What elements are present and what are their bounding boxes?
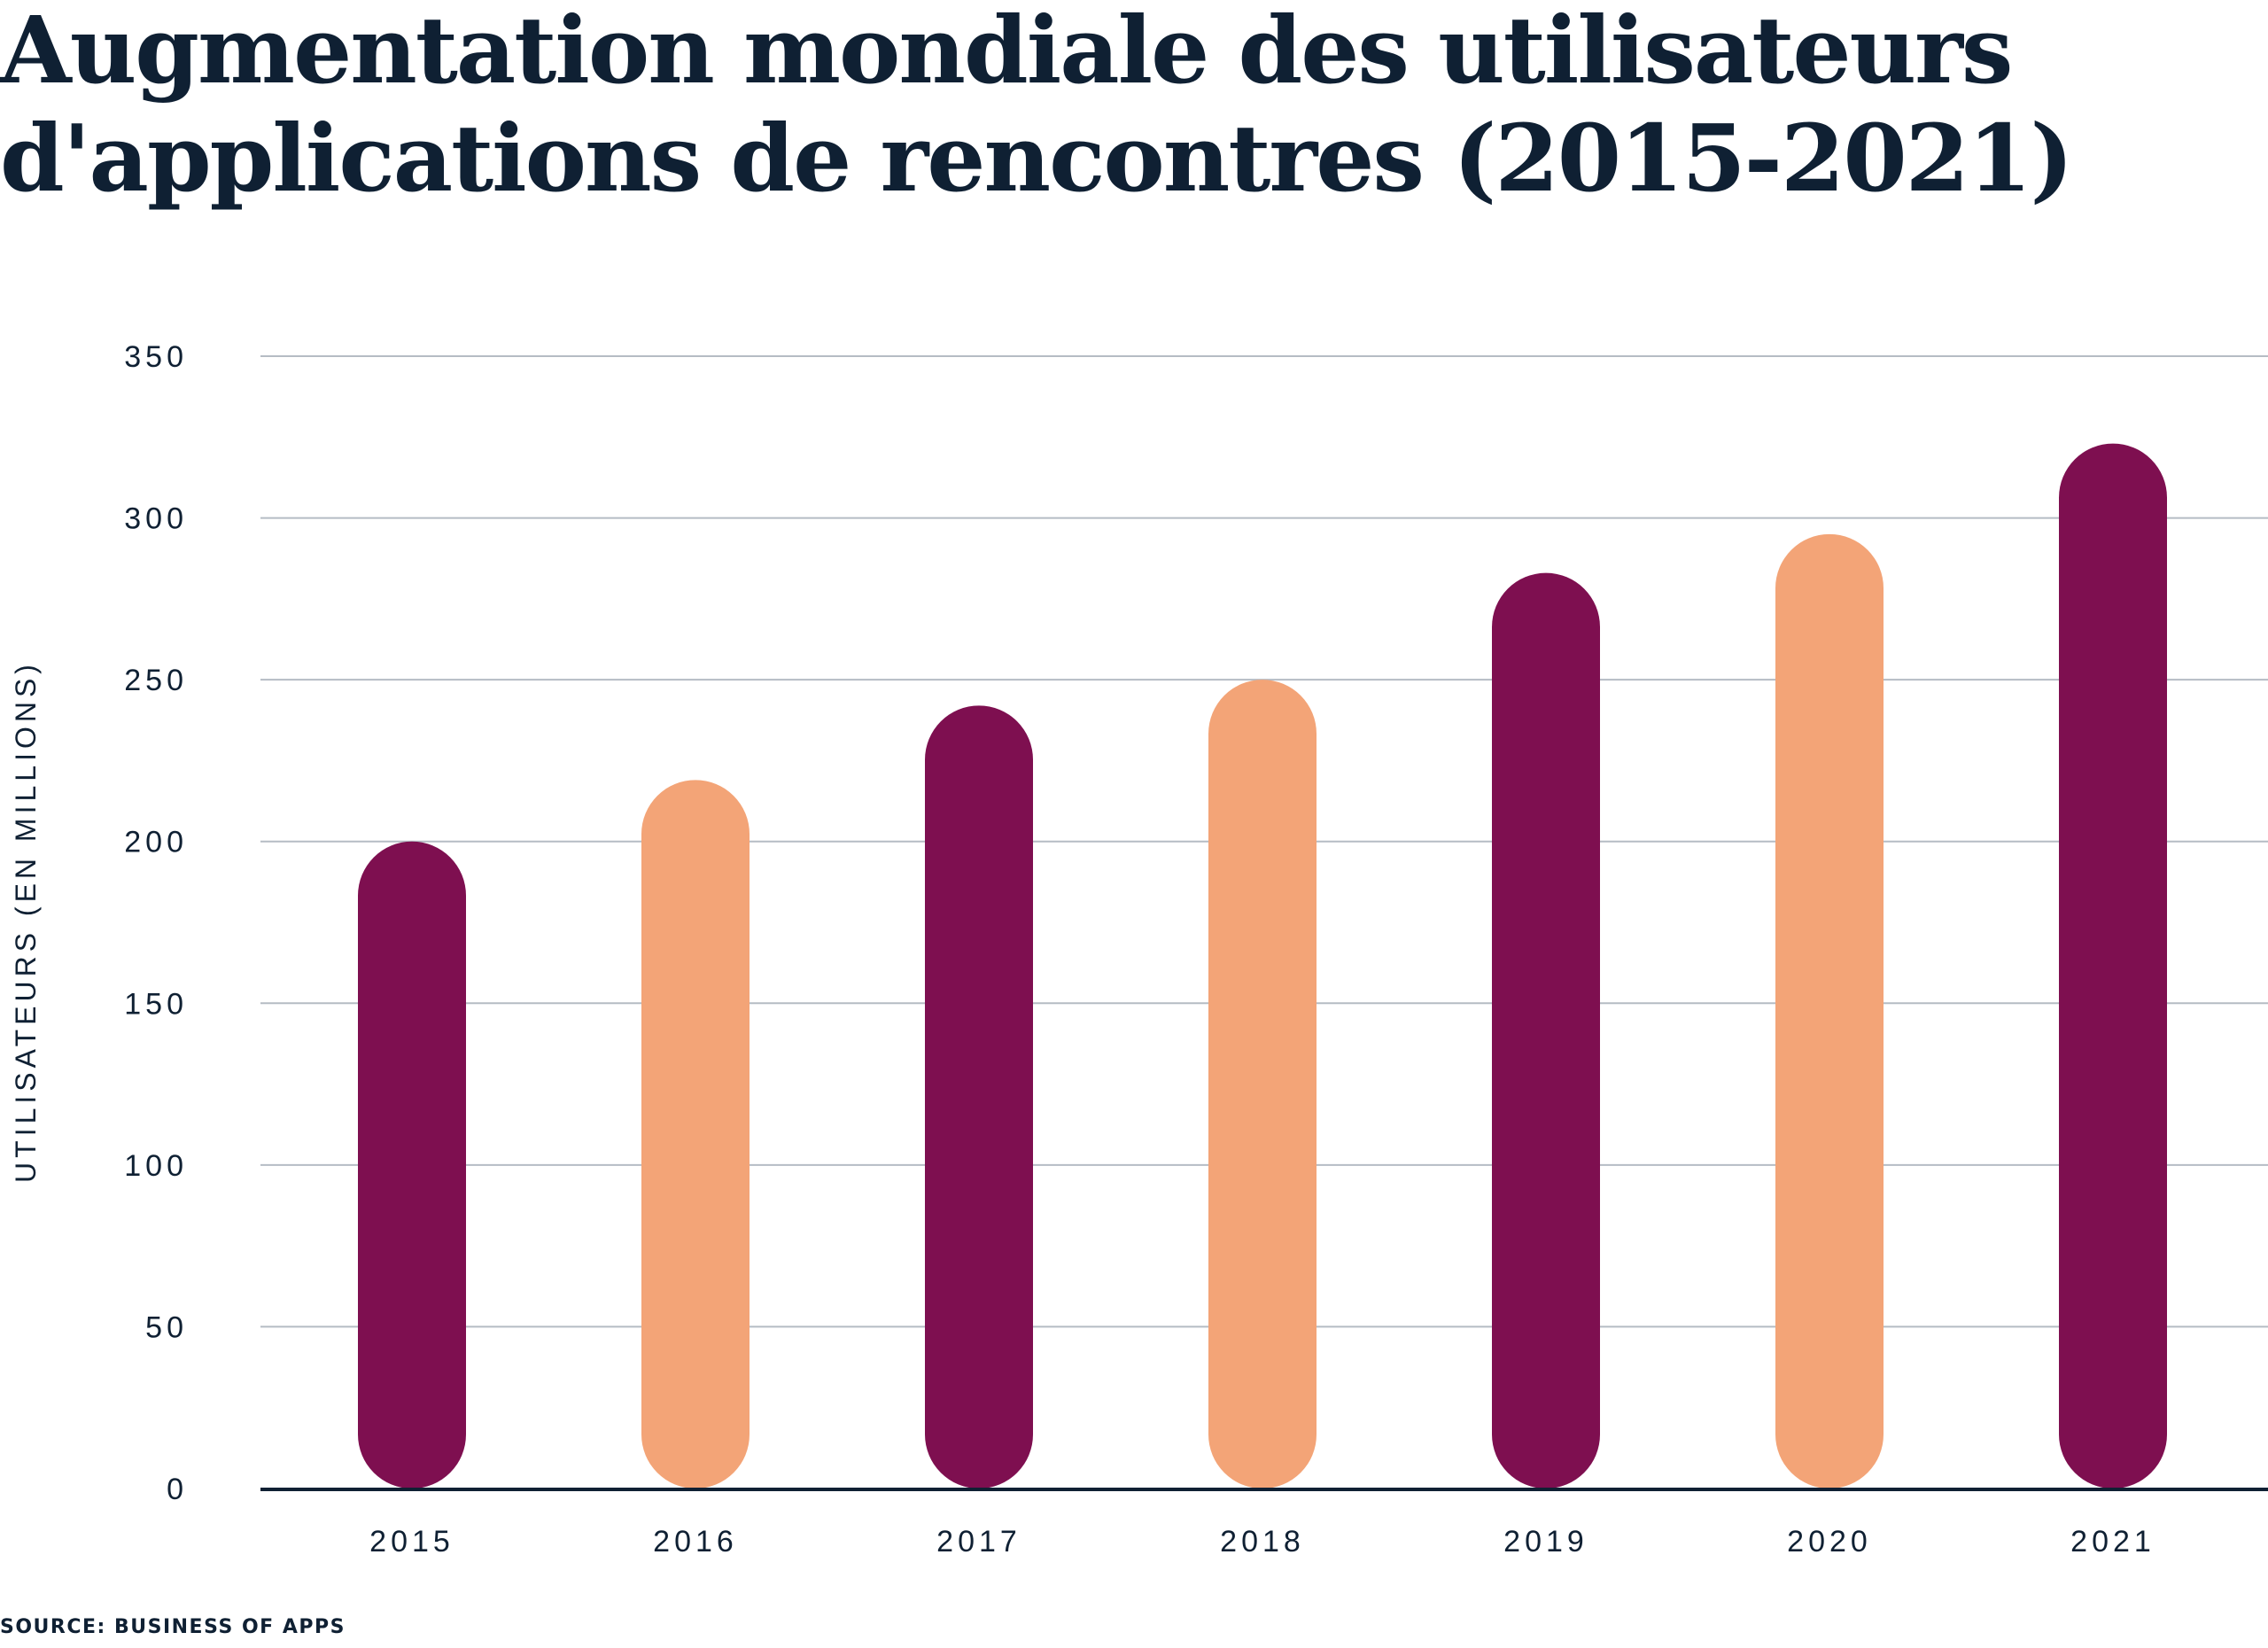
bar-2020 (1775, 533, 1884, 1489)
chart-title: Augmentation mondiale des utilisateurs d… (0, 0, 2074, 213)
x-tick-label: 2015 (369, 1525, 454, 1559)
x-tick-label: 2019 (1503, 1525, 1588, 1559)
x-tick-label: 2017 (936, 1525, 1021, 1559)
bar-2017 (925, 705, 1033, 1489)
y-axis-label: UTILISATEURS (EN MILLIONS) (10, 660, 42, 1183)
y-tick-label: 250 (124, 664, 188, 697)
bar-2016 (641, 780, 750, 1489)
x-tick-label: 2021 (2070, 1525, 2155, 1559)
y-tick-label: 100 (124, 1149, 188, 1183)
x-tick-label: 2018 (1220, 1525, 1305, 1559)
y-tick-label: 150 (124, 987, 188, 1021)
y-tick-label: 0 (167, 1473, 188, 1506)
y-tick-label: 350 (124, 340, 188, 374)
bar-2018 (1208, 680, 1317, 1489)
y-tick-label: 200 (124, 826, 188, 859)
bar-2019 (1492, 572, 1600, 1489)
x-tick-label: 2020 (1787, 1525, 1872, 1559)
bar-2015 (358, 841, 466, 1489)
source-note: SOURCE: BUSINESS OF APPS (0, 1616, 346, 1638)
bar-2021 (2059, 443, 2167, 1489)
y-tick-label: 300 (124, 502, 188, 536)
x-tick-label: 2016 (653, 1525, 738, 1559)
y-tick-label: 50 (145, 1310, 188, 1344)
